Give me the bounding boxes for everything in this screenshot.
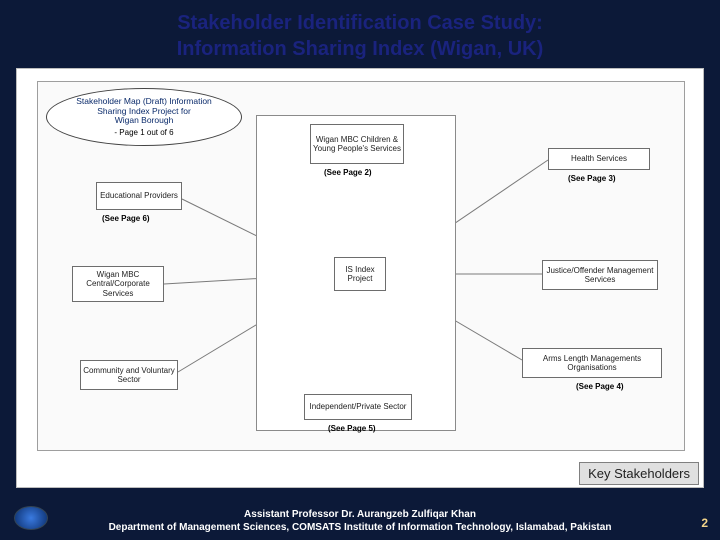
see-page-edu: (See Page 6) — [102, 214, 150, 223]
key-stakeholders-label: Key Stakeholders — [579, 462, 699, 485]
node-community: Community and Voluntary Sector — [80, 360, 178, 390]
node-central: Wigan MBC Central/Corporate Services — [72, 266, 164, 302]
node-justice: Justice/Offender Management Services — [542, 260, 658, 290]
see-page-arms: (See Page 4) — [576, 382, 624, 391]
node-children: Wigan MBC Children & Young People's Serv… — [310, 124, 404, 164]
footer-line-2: Department of Management Sciences, COMSA… — [0, 522, 720, 535]
footer-line-1: Assistant Professor Dr. Aurangzeb Zulfiq… — [0, 509, 720, 522]
see-page-health: (See Page 3) — [568, 174, 616, 183]
title-line-2: Information Sharing Index (Wigan, UK) — [40, 36, 680, 62]
node-indep: Independent/Private Sector — [304, 394, 412, 420]
node-edu: Educational Providers — [96, 182, 182, 210]
page-number: 2 — [701, 516, 708, 530]
node-health: Health Services — [548, 148, 650, 170]
stakeholder-map-oval: Stakeholder Map (Draft) InformationShari… — [46, 88, 242, 146]
footer: Assistant Professor Dr. Aurangzeb Zulfiq… — [0, 509, 720, 534]
node-arms: Arms Length Managements Organisations — [522, 348, 662, 378]
title-line-1: Stakeholder Identification Case Study: — [40, 10, 680, 36]
see-page-children: (See Page 2) — [324, 168, 372, 177]
node-is-index-project: IS Index Project — [334, 257, 386, 291]
slide-title: Stakeholder Identification Case Study: I… — [0, 0, 720, 68]
see-page-indep: (See Page 5) — [328, 424, 376, 433]
diagram-panel: Stakeholder Map (Draft) InformationShari… — [16, 68, 704, 488]
diagram-inner: Stakeholder Map (Draft) InformationShari… — [37, 81, 685, 451]
